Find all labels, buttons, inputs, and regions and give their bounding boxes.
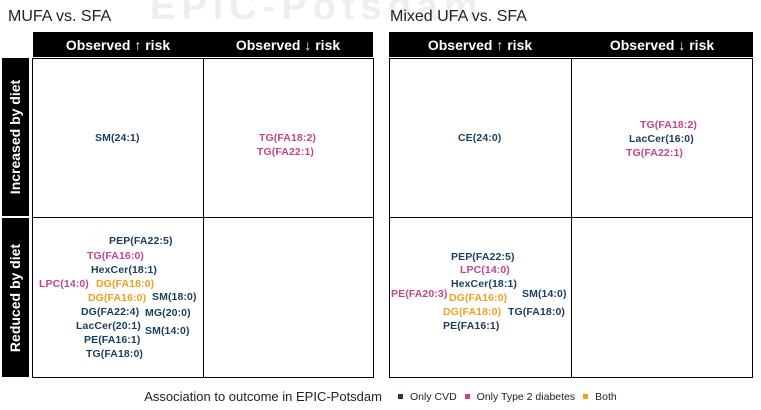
- lipid-label: SM(14:0): [522, 288, 567, 300]
- legend-swatch-icon: [583, 394, 589, 399]
- lipid-label: SM(18:0): [152, 291, 197, 303]
- lipid-label: PEP(FA22:5): [451, 251, 515, 263]
- row-label-reduced-bar: Reduced by diet: [2, 218, 29, 377]
- legend-item-cvd: Only CVD: [397, 390, 457, 403]
- legend-title: Association to outcome in EPIC-Potsdam: [144, 389, 382, 404]
- grid-divider-vertical: [203, 59, 204, 377]
- legend-label: Only CVD: [409, 390, 457, 403]
- lipid-label: CE(24:0): [458, 132, 502, 144]
- row-label-reduced: Reduced by diet: [7, 243, 24, 352]
- lipid-label: DG(FA18:0): [443, 306, 502, 318]
- lipid-label: LPC(14:0): [460, 264, 510, 276]
- grid-mufa: [32, 58, 374, 378]
- grid-divider-horizontal: [390, 217, 752, 218]
- grid-mixed-ufa: [389, 58, 753, 378]
- lipid-label: TG(FA18:0): [508, 306, 566, 318]
- col-header-observed-up: Observed ↑ risk: [65, 36, 171, 53]
- col-header-observed-down: Observed ↓ risk: [609, 36, 715, 53]
- lipid-label: TG(FA18:0): [86, 348, 144, 360]
- lipid-label: LacCer(16:0): [629, 133, 694, 145]
- legend: Association to outcome in EPIC-Potsdam O…: [0, 389, 761, 404]
- lipid-label: MG(20:0): [145, 307, 191, 319]
- legend-label: Only Type 2 diabetes: [476, 390, 576, 403]
- lipid-label: TG(FA18:2): [640, 119, 698, 131]
- lipid-label: PE(FA16:1): [84, 334, 141, 346]
- lipid-label: DG(FA16:0): [449, 292, 508, 304]
- lipid-label: PEP(FA22:5): [109, 235, 173, 247]
- lipid-label: DG(FA18:0): [96, 278, 155, 290]
- lipid-label: HexCer(18:1): [91, 264, 157, 276]
- row-label-increased-bar: Increased by diet: [2, 58, 29, 216]
- background-watermark: EPIC-Potsdam: [150, 0, 484, 28]
- grid-divider-horizontal: [33, 217, 373, 218]
- row-label-increased: Increased by diet: [7, 79, 24, 195]
- lipid-label: SM(14:0): [145, 325, 190, 337]
- col-header-observed-down: Observed ↓ risk: [235, 36, 341, 53]
- lipid-label: TG(FA18:2): [259, 132, 317, 144]
- lipid-label: HexCer(18:1): [451, 278, 517, 290]
- panel-title-mixed-ufa: Mixed UFA vs. SFA: [390, 8, 527, 25]
- panel-title-mufa: MUFA vs. SFA: [8, 8, 112, 25]
- lipid-label: LacCer(20:1): [76, 320, 141, 332]
- legend-swatch-icon: [397, 394, 403, 399]
- lipid-label: LPC(14:0): [39, 278, 89, 290]
- legend-swatch-icon: [464, 394, 470, 399]
- lipid-label: TG(FA22:1): [626, 147, 684, 159]
- legend-item-t2d: Only Type 2 diabetes: [464, 390, 576, 403]
- lipid-label: DG(FA16:0): [88, 292, 147, 304]
- lipid-label: DG(FA22:4): [81, 306, 140, 318]
- lipid-label: SM(24:1): [95, 132, 140, 144]
- lipid-label: TG(FA16:0): [87, 250, 145, 262]
- legend-label: Both: [595, 390, 617, 403]
- col-header-observed-up: Observed ↑ risk: [427, 36, 533, 53]
- grid-divider-vertical: [571, 59, 572, 377]
- column-header-mufa: Observed ↑ risk Observed ↓ risk: [33, 32, 373, 57]
- lipid-label: PE(FA16:1): [443, 320, 500, 332]
- lipid-label: TG(FA22:1): [257, 146, 315, 158]
- legend-item-both: Both: [583, 391, 617, 403]
- lipid-label: PE(FA20:3): [391, 288, 448, 300]
- column-header-mixed-ufa: Observed ↑ risk Observed ↓ risk: [389, 32, 753, 57]
